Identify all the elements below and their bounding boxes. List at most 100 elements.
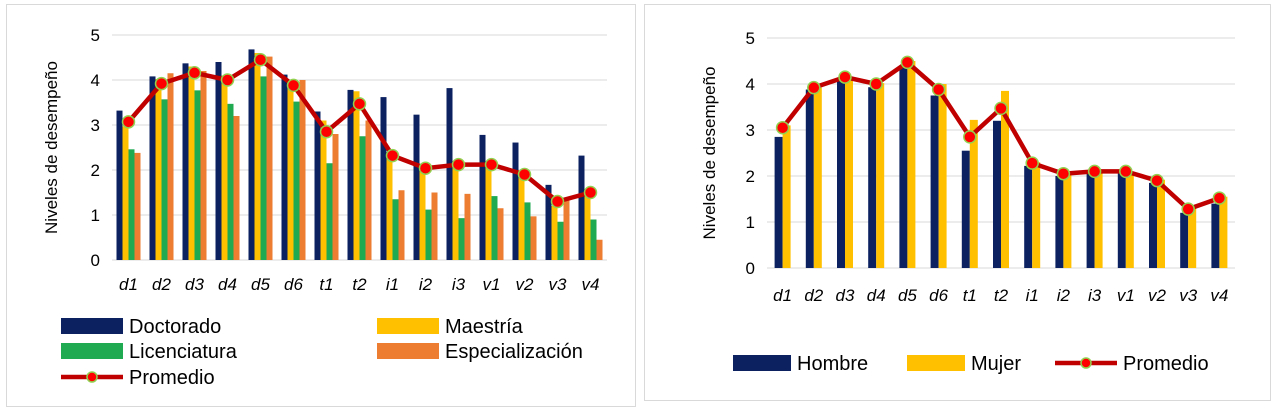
bar-doctorado-d5 — [248, 49, 255, 261]
bar-licenciatura-d2 — [161, 99, 168, 260]
promedio-point-i3 — [451, 157, 466, 172]
promedio-point-v4 — [583, 185, 598, 200]
promedio-point-v1 — [484, 157, 499, 172]
promedio-point-d5 — [253, 53, 268, 67]
bar-licenciatura-i2 — [425, 209, 432, 260]
y-tick-label: 1 — [746, 213, 755, 232]
bar-doctorado-i1 — [380, 97, 387, 260]
x-category-label: v4 — [582, 275, 600, 294]
bar-mujer-i2 — [1063, 173, 1072, 268]
bar-licenciatura-v1 — [491, 196, 498, 260]
bar-hombre-v2 — [1149, 182, 1157, 268]
legend-swatch-hombre — [733, 355, 791, 371]
promedio-point-t1 — [319, 125, 334, 139]
bar-especialización-d5 — [266, 56, 273, 260]
bar-mujer-d2 — [813, 87, 822, 269]
bar-hombre-d3 — [837, 78, 845, 269]
x-category-label: v1 — [1117, 286, 1135, 305]
bar-especialización-d4 — [233, 116, 240, 260]
x-category-label: d5 — [898, 286, 917, 305]
x-category-label: v1 — [483, 275, 501, 294]
bar-especialización-v4 — [596, 239, 603, 260]
bar-maestría-t1 — [320, 120, 327, 260]
x-category-label: i1 — [1026, 286, 1039, 305]
bar-licenciatura-v3 — [557, 221, 564, 260]
bar-maestría-d4 — [221, 75, 228, 260]
bar-especialización-d6 — [299, 80, 306, 260]
bar-doctorado-d3 — [182, 63, 189, 260]
legend-label-licenciatura: Licenciatura — [129, 341, 238, 363]
bar-licenciatura-d3 — [194, 90, 201, 260]
bar-doctorado-t1 — [314, 111, 321, 260]
bar-hombre-v3 — [1180, 212, 1189, 268]
x-category-label: d2 — [804, 286, 823, 305]
y-axis-title: Niveles de desempeño — [42, 61, 61, 234]
bar-especialización-v3 — [563, 199, 570, 260]
bar-mujer-i3 — [1094, 171, 1103, 268]
promedio-point-v2 — [1150, 173, 1164, 188]
y-tick-label: 3 — [91, 116, 100, 135]
promedio-point-d3 — [187, 66, 202, 80]
bar-doctorado-t2 — [347, 89, 354, 261]
bar-hombre-v4 — [1211, 203, 1220, 268]
y-tick-label: 1 — [91, 206, 100, 225]
bar-doctorado-v3 — [545, 184, 552, 260]
bar-maestría-d2 — [155, 79, 162, 260]
bar-licenciatura-i3 — [458, 218, 465, 260]
bar-especialización-i1 — [398, 190, 405, 260]
bar-licenciatura-v2 — [524, 202, 531, 260]
bar-mujer-v1 — [1125, 171, 1134, 268]
x-category-label: v3 — [1179, 286, 1198, 305]
legend-label-especializacion: Especialización — [445, 341, 583, 363]
bar-doctorado-d2 — [149, 76, 156, 261]
legend-label-hombre: Hombre — [797, 353, 868, 375]
x-category-label: d5 — [251, 275, 270, 294]
legend-swatch-mujer — [907, 355, 965, 371]
bar-mujer-t1 — [969, 119, 978, 268]
bar-maestría-d6 — [287, 89, 294, 260]
bar-maestría-i1 — [386, 152, 393, 260]
chart-panel-genero: 0 1 2 3 4 5 Niveles de desempeño d1 d2 d3 d4 d5 d6 t1… — [644, 4, 1271, 401]
bar-hombre-d5 — [899, 65, 908, 268]
x-category-label: d1 — [119, 275, 138, 294]
promedio-point-t2 — [352, 97, 367, 111]
bar-licenciatura-d1 — [128, 149, 135, 260]
bar-especialización-v1 — [497, 208, 504, 260]
bar-mujer-d1 — [782, 125, 791, 269]
y-tick-label: 4 — [746, 75, 755, 94]
x-category-label: d3 — [836, 286, 855, 305]
x-category-label: v4 — [1210, 286, 1228, 305]
bar-doctorado-i2 — [413, 114, 420, 261]
bar-hombre-v1 — [1117, 172, 1126, 268]
bar-especialización-d1 — [134, 152, 141, 260]
bar-maestría-v4 — [584, 192, 591, 260]
bar-especialización-i2 — [431, 192, 438, 260]
bar-doctorado-v2 — [512, 142, 519, 260]
bar-hombre-d6 — [930, 95, 939, 268]
x-category-label: t2 — [994, 286, 1009, 305]
legend-label-promedio: Promedio — [1123, 353, 1209, 375]
x-category-label: d3 — [185, 275, 204, 294]
bar-doctorado-v4 — [578, 155, 585, 260]
bar-mujer-v3 — [1188, 208, 1197, 268]
bar-mujer-i1 — [1032, 162, 1041, 268]
bar-licenciatura-t1 — [326, 163, 333, 260]
promedio-point-d1 — [775, 120, 790, 135]
bar-maestría-v2 — [518, 174, 525, 260]
promedio-point-d5 — [900, 55, 915, 70]
bar-especialización-i3 — [464, 193, 471, 260]
promedio-point-i2 — [418, 161, 433, 175]
bar-mujer-v4 — [1219, 196, 1228, 268]
y-axis-title: Niveles de desempeño — [700, 67, 719, 240]
bar-hombre-d1 — [774, 136, 783, 268]
bar-maestría-v3 — [551, 206, 558, 260]
y-tick-label: 5 — [91, 26, 100, 45]
promedio-point-v1 — [1119, 164, 1133, 179]
promedio-point-d6 — [286, 78, 301, 93]
y-tick-label: 4 — [91, 71, 100, 90]
legend-marker-promedio — [1080, 357, 1092, 369]
x-category-label: v3 — [549, 275, 568, 294]
y-tick-label: 2 — [91, 161, 100, 180]
bar-doctorado-v1 — [479, 134, 486, 260]
bar-maestría-i3 — [452, 161, 459, 260]
